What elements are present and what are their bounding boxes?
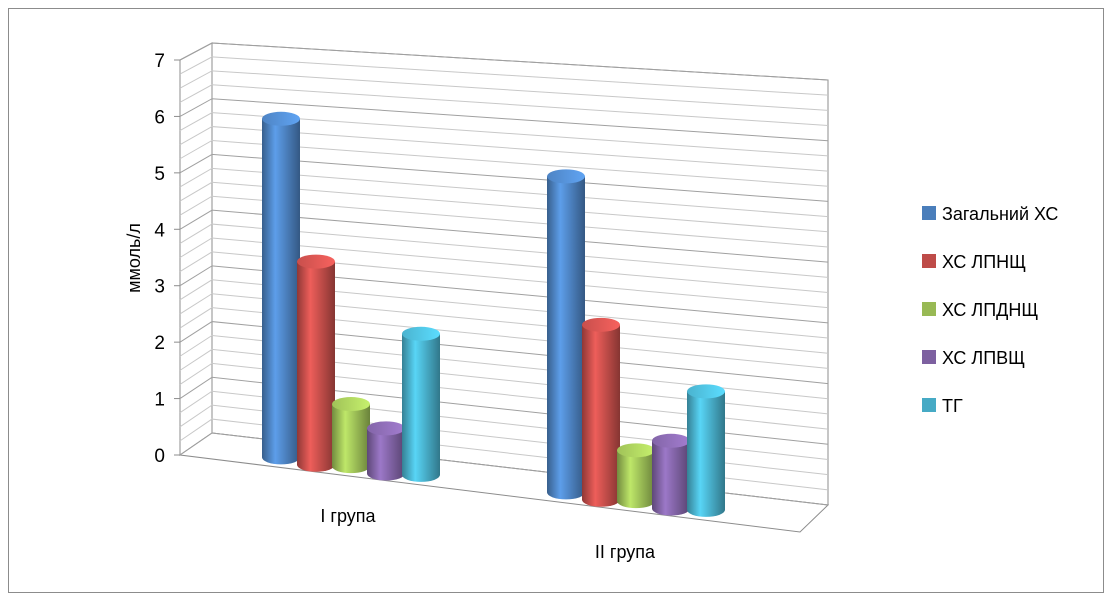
bar-body: [652, 440, 690, 516]
minor-gridline: [179, 56, 829, 96]
bar-top: [262, 111, 300, 126]
legend-label: ТГ: [942, 396, 963, 416]
y-tick-label: 6: [154, 107, 165, 128]
minor-gridline: [179, 167, 829, 218]
minor-gridline: [179, 293, 829, 354]
legend-swatch: [922, 398, 936, 412]
bar-body: [547, 176, 585, 500]
bar: [332, 397, 370, 474]
bar-top: [687, 384, 725, 399]
bar-body: [687, 391, 725, 517]
minor-gridline: [179, 70, 829, 111]
bar: [652, 433, 690, 516]
y-tick-label: 2: [154, 333, 165, 354]
bar: [547, 169, 585, 500]
minor-gridline: [179, 112, 829, 157]
bar-body: [332, 404, 370, 474]
bar: [402, 326, 440, 482]
x-category-label: II група: [595, 542, 656, 562]
legend-swatch: [922, 206, 936, 220]
legend-item: ТГ: [922, 396, 963, 416]
major-gridline: [179, 265, 829, 324]
bar: [687, 384, 725, 517]
side-wall: [179, 42, 213, 456]
legend-item: ХС ЛПДНЩ: [922, 300, 1038, 320]
bar-top: [332, 397, 370, 412]
major-gridline: [179, 153, 829, 202]
minor-gridline: [179, 139, 829, 187]
minor-gridline: [179, 334, 829, 400]
legend: Загальний ХС ХС ЛПНЩ ХС ЛПДНЩ ХС ЛПВЩ ТГ: [922, 204, 1058, 416]
legend-label: Загальний ХС: [942, 204, 1058, 224]
legend-swatch: [922, 302, 936, 316]
y-axis-title: ммоль/л: [124, 223, 144, 293]
major-gridline: [179, 209, 829, 263]
bars: [262, 111, 725, 517]
bar-body: [402, 333, 440, 482]
legend-label: ХС ЛПВЩ: [942, 348, 1025, 368]
legend-item: Загальний ХС: [922, 204, 1058, 224]
minor-gridline: [179, 251, 829, 309]
minor-gridline: [179, 307, 829, 369]
major-gridline: [179, 98, 829, 142]
legend-item: ХС ЛПВЩ: [922, 348, 1025, 368]
x-category-label: I група: [320, 506, 376, 526]
minor-gridline: [179, 362, 829, 430]
legend-label: ХС ЛПДНЩ: [942, 300, 1038, 320]
bar-body: [582, 324, 620, 507]
bar-top: [547, 169, 585, 184]
legend-swatch: [922, 254, 936, 268]
minor-gridline: [179, 390, 829, 460]
legend-item: ХС ЛПНЩ: [922, 252, 1026, 272]
bar: [262, 111, 300, 465]
y-tick-label: 3: [154, 277, 165, 298]
bar-body: [367, 428, 405, 481]
legend-label: ХС ЛПНЩ: [942, 252, 1026, 272]
y-tick-label: 1: [154, 390, 165, 411]
minor-gridline: [179, 126, 829, 172]
bar: [297, 254, 335, 472]
bar: [367, 421, 405, 481]
y-tick-label: 7: [154, 51, 165, 72]
minor-gridline: [179, 237, 829, 293]
minor-gridline: [179, 223, 829, 278]
y-tick-label: 5: [154, 164, 165, 185]
bar-top: [652, 433, 690, 448]
minor-gridline: [179, 348, 829, 415]
minor-gridline: [179, 195, 829, 248]
bar: [582, 317, 620, 507]
minor-gridline: [179, 84, 829, 127]
bar-body: [297, 261, 335, 472]
bar: [617, 443, 655, 509]
bar-top: [367, 421, 405, 436]
bar-top: [402, 326, 440, 341]
major-gridline: [179, 42, 829, 81]
y-tick-label: 4: [154, 220, 165, 241]
bar-top: [582, 317, 620, 332]
y-axis-ticks: 0 1 2 3 4 5 6 7: [154, 51, 180, 467]
major-gridline: [179, 321, 829, 385]
minor-gridline: [179, 181, 829, 233]
bar-body: [262, 118, 300, 465]
x-axis-categories: I група II група: [320, 506, 656, 562]
bar-top: [297, 254, 335, 269]
minor-gridline: [179, 279, 829, 339]
bar-top: [617, 443, 655, 458]
y-tick-label: 0: [154, 446, 165, 467]
bar-body: [617, 450, 655, 509]
major-gridline: [179, 376, 829, 445]
legend-swatch: [922, 350, 936, 364]
